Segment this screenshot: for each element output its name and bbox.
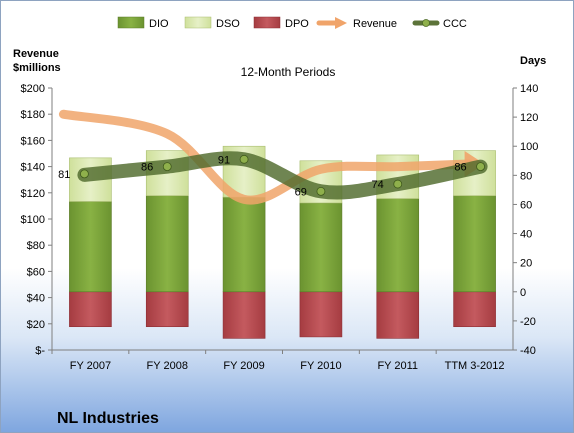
ccc-series: 81 86 91 69 74 86 bbox=[58, 151, 488, 200]
legend-swatch-dio bbox=[117, 16, 145, 29]
y-axis-left-title-line1: Revenue bbox=[13, 48, 59, 60]
y-axis-right-title: Days bbox=[520, 55, 546, 67]
ccc-point bbox=[476, 162, 485, 172]
bar-dio bbox=[69, 201, 112, 293]
y-axis-right-ticks: -40 -20 0 20 40 60 80 100 120 140 bbox=[513, 83, 538, 357]
ccc-point bbox=[162, 162, 172, 172]
y-left-tick-label: $- bbox=[35, 345, 45, 357]
legend-label-revenue: Revenue bbox=[353, 18, 397, 30]
bar-dpo bbox=[453, 291, 496, 328]
y-axis-left-ticks: $- $20 $40 $60 $80 $100 $120 $140 $160 $180 $200 bbox=[21, 83, 52, 357]
y-left-tick-label: $180 bbox=[21, 109, 45, 121]
y-left-tick-label: $60 bbox=[27, 266, 45, 278]
bar-dio bbox=[145, 195, 189, 293]
y-left-tick-label: $160 bbox=[21, 135, 45, 147]
bar-dpo bbox=[376, 291, 420, 339]
y-right-tick-label: -20 bbox=[520, 316, 536, 328]
revenue-line bbox=[58, 109, 474, 205]
legend-swatch-ccc bbox=[412, 19, 440, 27]
ccc-data-label: 86 bbox=[454, 162, 466, 174]
y-right-tick-label: 40 bbox=[520, 229, 532, 241]
y-left-tick-label: $140 bbox=[21, 162, 45, 174]
x-tick-label: TTM 3-2012 bbox=[445, 360, 505, 372]
x-tick-label: FY 2011 bbox=[377, 360, 418, 372]
ccc-data-label: 91 bbox=[218, 154, 230, 166]
ccc-point bbox=[239, 154, 249, 164]
y-right-tick-label: -40 bbox=[520, 345, 536, 357]
y-right-tick-label: 20 bbox=[520, 258, 532, 270]
ccc-data-label: 86 bbox=[141, 162, 153, 174]
ccc-point bbox=[80, 169, 89, 179]
bar-dio bbox=[299, 202, 343, 293]
y-right-tick-label: 60 bbox=[520, 199, 532, 211]
bar-dio bbox=[376, 198, 420, 293]
x-tick-label: FY 2007 bbox=[70, 360, 111, 372]
y-left-tick-label: $80 bbox=[27, 240, 45, 252]
bar-dpo bbox=[69, 291, 112, 328]
y-right-tick-label: 120 bbox=[520, 112, 538, 124]
legend-swatch-revenue bbox=[316, 17, 347, 29]
legend-label-dio: DIO bbox=[149, 18, 169, 30]
legend-label-ccc: CCC bbox=[443, 18, 467, 30]
legend: DIO DSO DPO Revenue CCC bbox=[117, 16, 467, 30]
y-left-tick-label: $40 bbox=[27, 293, 45, 305]
y-left-tick-label: $100 bbox=[21, 214, 45, 226]
x-tick-label: FY 2008 bbox=[147, 360, 188, 372]
y-right-tick-label: 140 bbox=[520, 83, 538, 95]
revenue-series bbox=[58, 109, 485, 205]
ccc-data-label: 69 bbox=[295, 186, 307, 198]
x-tick-label: FY 2010 bbox=[300, 360, 341, 372]
ccc-point bbox=[316, 186, 326, 196]
x-tick-label: FY 2009 bbox=[223, 360, 264, 372]
legend-swatch-dpo bbox=[253, 16, 281, 29]
legend-label-dpo: DPO bbox=[285, 18, 309, 30]
chart-title: 12-Month Periods bbox=[241, 65, 336, 79]
ccc-data-label: 74 bbox=[372, 179, 384, 191]
ccc-line bbox=[77, 151, 488, 200]
bar-dpo bbox=[145, 291, 189, 328]
bar-dio bbox=[453, 195, 496, 293]
bar-dpo bbox=[299, 291, 343, 338]
y-left-tick-label: $120 bbox=[21, 188, 45, 200]
ccc-point bbox=[393, 179, 403, 189]
legend-label-dso: DSO bbox=[216, 18, 240, 30]
y-right-tick-label: 80 bbox=[520, 170, 532, 182]
x-axis-ticks: FY 2007 FY 2008 FY 2009 FY 2010 FY 2011 TTM 3… bbox=[51, 350, 505, 372]
legend-swatch-dso bbox=[184, 16, 212, 29]
y-right-tick-label: 100 bbox=[520, 141, 538, 153]
company-name: NL Industries bbox=[57, 410, 159, 427]
y-right-tick-label: 0 bbox=[520, 287, 526, 299]
bar-dpo bbox=[222, 291, 266, 339]
y-left-tick-label: $200 bbox=[21, 83, 45, 95]
bar-dio bbox=[222, 196, 266, 293]
ccc-data-label: 81 bbox=[58, 169, 70, 181]
y-axis-left-title-line2: $millions bbox=[13, 62, 61, 74]
y-left-tick-label: $20 bbox=[27, 319, 45, 331]
